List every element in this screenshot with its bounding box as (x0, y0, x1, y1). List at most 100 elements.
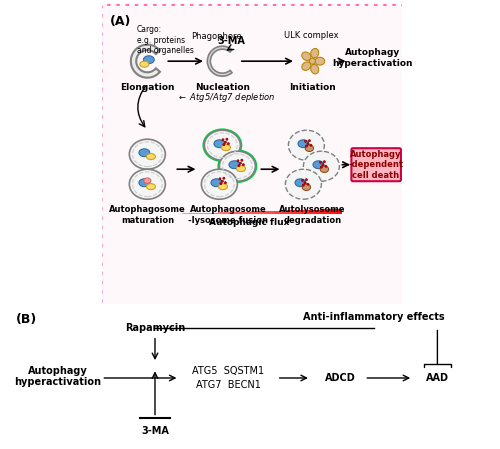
Polygon shape (278, 211, 279, 214)
Circle shape (223, 144, 225, 145)
Polygon shape (331, 209, 333, 214)
Polygon shape (234, 212, 236, 214)
Polygon shape (242, 212, 244, 214)
Ellipse shape (286, 169, 322, 199)
Polygon shape (184, 213, 186, 214)
Polygon shape (262, 211, 264, 214)
Polygon shape (186, 213, 188, 214)
Ellipse shape (146, 154, 156, 159)
Ellipse shape (295, 179, 306, 187)
Circle shape (240, 162, 242, 164)
Polygon shape (206, 213, 208, 214)
Polygon shape (229, 212, 231, 214)
Ellipse shape (305, 145, 314, 151)
Polygon shape (302, 210, 304, 214)
Polygon shape (304, 210, 305, 214)
Circle shape (307, 183, 309, 185)
Polygon shape (276, 211, 278, 214)
Circle shape (304, 182, 306, 184)
Circle shape (241, 159, 243, 161)
Circle shape (219, 178, 221, 180)
Polygon shape (322, 209, 324, 214)
Ellipse shape (298, 140, 309, 148)
Ellipse shape (220, 151, 256, 181)
Text: Autophagy
-dependent
cell death: Autophagy -dependent cell death (348, 150, 404, 180)
Ellipse shape (302, 184, 310, 190)
Polygon shape (324, 209, 326, 214)
Polygon shape (290, 210, 292, 214)
Polygon shape (330, 209, 331, 214)
Polygon shape (255, 211, 257, 214)
Circle shape (223, 177, 225, 179)
Text: ATG5  SQSTM1: ATG5 SQSTM1 (192, 366, 264, 376)
Text: Initiation: Initiation (289, 83, 336, 92)
Polygon shape (326, 209, 328, 214)
Circle shape (226, 138, 228, 140)
Ellipse shape (140, 61, 149, 67)
Polygon shape (296, 210, 298, 214)
Text: Nucleation: Nucleation (195, 83, 250, 92)
Circle shape (302, 184, 304, 186)
Polygon shape (238, 212, 240, 214)
Ellipse shape (302, 52, 311, 61)
Circle shape (308, 140, 310, 142)
Text: 3-MA: 3-MA (218, 36, 246, 46)
FancyBboxPatch shape (352, 148, 401, 181)
Polygon shape (231, 212, 232, 214)
Ellipse shape (313, 161, 324, 169)
Polygon shape (309, 210, 311, 214)
Polygon shape (240, 212, 242, 214)
Polygon shape (316, 210, 318, 214)
Polygon shape (294, 210, 296, 214)
Polygon shape (222, 212, 224, 214)
Ellipse shape (229, 161, 240, 169)
Polygon shape (311, 210, 312, 214)
Polygon shape (292, 210, 294, 214)
Circle shape (224, 141, 226, 143)
Polygon shape (182, 213, 184, 214)
Polygon shape (281, 211, 283, 214)
Circle shape (222, 180, 224, 182)
Text: Autophagosome
maturation: Autophagosome maturation (109, 205, 186, 224)
Polygon shape (268, 211, 270, 214)
Polygon shape (340, 209, 342, 214)
Polygon shape (246, 211, 248, 214)
Polygon shape (312, 210, 314, 214)
Polygon shape (274, 211, 276, 214)
Polygon shape (225, 212, 227, 214)
Polygon shape (279, 211, 281, 214)
Ellipse shape (315, 57, 324, 65)
Ellipse shape (211, 179, 222, 187)
Polygon shape (218, 212, 220, 214)
Polygon shape (300, 210, 302, 214)
Polygon shape (338, 209, 340, 214)
Polygon shape (236, 212, 238, 214)
Polygon shape (210, 213, 212, 214)
Polygon shape (264, 211, 266, 214)
Polygon shape (198, 213, 199, 214)
Ellipse shape (144, 56, 154, 64)
Text: AAD: AAD (426, 373, 449, 383)
Polygon shape (333, 209, 335, 214)
Polygon shape (201, 213, 203, 214)
Polygon shape (266, 211, 268, 214)
Polygon shape (204, 213, 206, 214)
Circle shape (228, 143, 230, 145)
Ellipse shape (310, 48, 318, 58)
Polygon shape (270, 211, 272, 214)
Polygon shape (196, 213, 198, 214)
Polygon shape (257, 211, 258, 214)
Ellipse shape (288, 130, 324, 160)
Polygon shape (190, 213, 192, 214)
Polygon shape (314, 210, 316, 214)
Ellipse shape (139, 179, 149, 187)
Wedge shape (208, 46, 232, 76)
Polygon shape (283, 211, 284, 214)
Polygon shape (260, 211, 262, 214)
Polygon shape (214, 212, 216, 214)
Polygon shape (337, 209, 338, 214)
Polygon shape (286, 211, 288, 214)
Circle shape (242, 164, 244, 166)
Text: Phagophore: Phagophore (191, 32, 242, 41)
Text: ULK complex: ULK complex (284, 31, 338, 40)
